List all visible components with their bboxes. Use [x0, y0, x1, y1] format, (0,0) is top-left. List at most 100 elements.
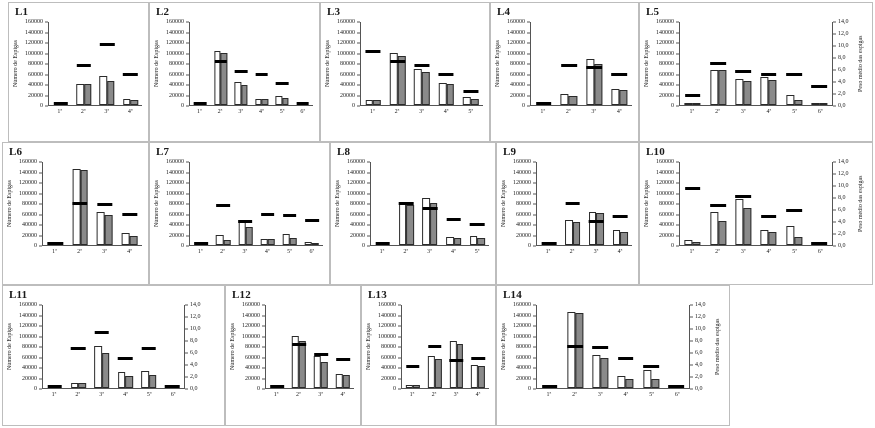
y2-tick-label: 12,0 — [190, 314, 201, 320]
y-tick-label: 160000 — [242, 302, 260, 308]
category-group — [301, 162, 323, 245]
x-tick-label: 3ª — [740, 249, 746, 255]
bar-gray — [434, 359, 442, 388]
y2-tick-label: 8,0 — [190, 338, 198, 344]
y-tick-label: 160000 — [656, 19, 674, 25]
bar-white — [96, 212, 105, 245]
bar-white — [94, 345, 102, 388]
chart-panel-l10: L10 Número de Espigas 160000 140000 120000 10… — [639, 142, 873, 285]
y-tick-label: 60000 — [169, 211, 184, 218]
y2-axis-ticks: 14,0 12,0 10,0 8,0 6,0 4,0 2,0 0,0 — [185, 302, 208, 392]
x-axis-labels: 1ª 2ª 3ª 4ª — [48, 106, 142, 119]
x-tick-label: 5ª — [287, 249, 292, 255]
bar-gray — [299, 341, 307, 388]
y-tick-label: 120000 — [19, 323, 37, 329]
dash-marker-peso-medio — [786, 209, 802, 213]
bar-pair — [461, 22, 481, 105]
category-group — [467, 305, 489, 388]
y-tick-mark — [39, 245, 42, 247]
x-tick-label: 4ª — [623, 392, 629, 398]
x-tick-label: 3ª — [102, 249, 107, 255]
y-tick-mark — [533, 304, 536, 306]
dash-marker-peso-medio — [365, 50, 381, 54]
y-tick-label: 60000 — [659, 211, 674, 218]
chart-title: L3 — [327, 6, 341, 18]
y-tick-mark — [262, 346, 265, 348]
bar-pair — [121, 22, 141, 105]
y-tick-mark — [676, 21, 679, 23]
y-tick-mark — [39, 336, 42, 337]
bar-gray — [453, 237, 462, 245]
y-tick-label: 100000 — [513, 333, 531, 340]
x-tick-label: 3ª — [419, 109, 424, 115]
bar-pair — [115, 305, 135, 388]
y-tick-label: 120000 — [337, 40, 355, 46]
y-tick-label: 0 — [34, 243, 37, 249]
y-tick-label: 160000 — [378, 302, 396, 308]
dash-marker-peso-medio — [390, 60, 406, 64]
y-tick-mark — [676, 63, 679, 65]
category-group — [562, 305, 587, 388]
bar-pair — [97, 22, 117, 105]
y-tick-label: 100000 — [25, 50, 43, 57]
y-tick-mark — [533, 203, 536, 205]
chart-plot — [189, 22, 313, 106]
y2-axis-label: Peso médio das espigas — [858, 175, 864, 233]
y-tick-label: 140000 — [513, 312, 531, 319]
y-axis-label: Número de Espigas — [7, 323, 13, 371]
category-group — [90, 305, 114, 388]
y-tick-mark — [39, 203, 42, 205]
dash-marker-peso-medio — [617, 356, 634, 360]
category-group — [371, 162, 395, 246]
y2-tick-label: 8,0 — [695, 338, 703, 344]
chart-body: Número de Espigas 160000 140000 120000 10000… — [323, 19, 483, 119]
y2-axis-label: Peso médio das espigas — [858, 35, 864, 93]
y-tick-mark — [367, 245, 370, 247]
y-tick-mark — [357, 105, 360, 107]
bar-white — [405, 384, 413, 388]
bar-pair — [707, 162, 728, 245]
y2-tick-mark — [833, 57, 836, 59]
y-tick-label: 120000 — [507, 40, 525, 46]
y-tick-mark — [676, 95, 679, 96]
y2-tick-mark — [833, 173, 836, 175]
x-tick-label: 4ª — [766, 109, 772, 115]
bar-gray — [373, 100, 381, 105]
chart-title: L8 — [337, 146, 351, 158]
bar-white — [414, 68, 422, 105]
x-axis-labels: 1ª 2ª 3ª 4ª — [42, 246, 142, 259]
x-tick-label: 3ª — [318, 392, 323, 398]
y2-tick-mark — [185, 340, 188, 342]
y-tick-label: 40000 — [516, 222, 531, 228]
y-tick-label: 80000 — [22, 201, 37, 207]
y-tick-mark — [186, 161, 189, 163]
category-group — [756, 162, 781, 245]
x-tick-label: 3ª — [238, 109, 243, 115]
y-tick-label: 120000 — [378, 323, 396, 329]
bar-pair — [539, 305, 560, 388]
bar-gray — [241, 85, 248, 105]
y-tick-label: 40000 — [340, 82, 355, 88]
x-tick-label: 6ª — [674, 392, 680, 398]
bar-gray — [619, 89, 628, 105]
bar-pair — [51, 22, 71, 105]
dash-marker-peso-medio — [47, 242, 64, 246]
category-group — [212, 162, 234, 245]
x-tick-label: 4ª — [443, 109, 449, 115]
dash-marker-peso-medio — [422, 207, 438, 211]
x-tick-label: 4ª — [766, 249, 772, 255]
y2-tick-mark — [185, 316, 188, 318]
y-tick-mark — [39, 315, 42, 316]
dash-marker-peso-medio — [275, 82, 289, 86]
bar-pair — [412, 22, 432, 105]
bar-white — [335, 374, 343, 388]
category-group — [613, 305, 638, 388]
bar-gray — [104, 215, 113, 245]
dash-marker-peso-medio — [194, 242, 208, 246]
chart-title: L11 — [9, 289, 28, 301]
y-tick-mark — [45, 105, 48, 107]
chart-title: L9 — [503, 146, 517, 158]
chart-plot — [189, 162, 323, 246]
y-tick-label: 160000 — [656, 159, 674, 165]
category-group — [705, 22, 730, 105]
